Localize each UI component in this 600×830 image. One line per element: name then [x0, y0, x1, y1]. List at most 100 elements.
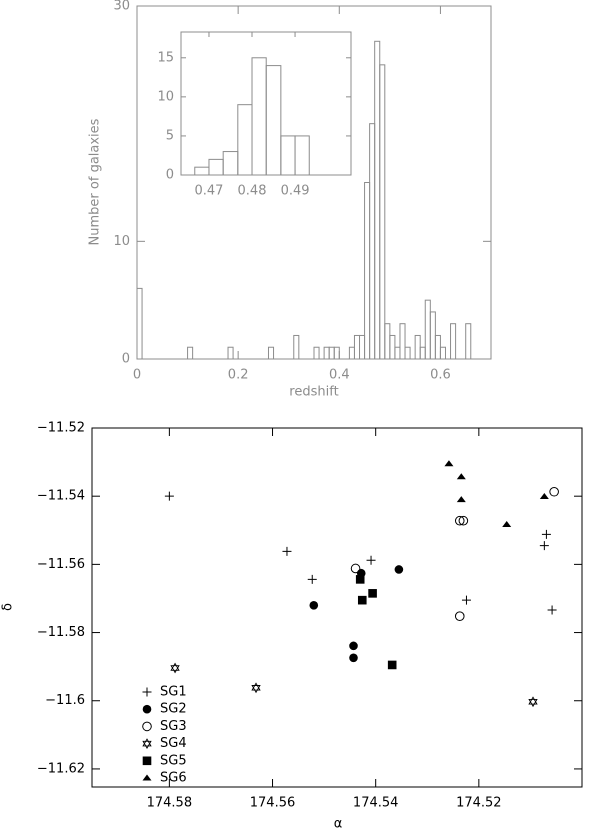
histogram-bar [293, 334, 300, 360]
y-tick-label: −11.62 [37, 761, 85, 776]
data-point [456, 473, 466, 480]
data-point [309, 600, 319, 610]
histogram-bar [187, 346, 194, 360]
x-tick-label: 0.4 [329, 368, 350, 383]
data-point [458, 515, 469, 526]
histogram-bar [280, 135, 296, 176]
legend-label: SG1 [160, 685, 187, 700]
y-tick-label: −11.6 [45, 693, 85, 708]
histogram-bar [424, 299, 431, 360]
histogram-bar [399, 323, 406, 360]
histogram-bar [374, 40, 381, 360]
histogram-bar [364, 182, 371, 360]
histogram-bar [194, 166, 210, 176]
plot-frame [91, 427, 583, 788]
x-tick-label: 0.48 [238, 184, 267, 199]
histogram-bar [353, 334, 361, 360]
data-point [454, 611, 465, 621]
histogram-bar [404, 346, 411, 360]
data-point [456, 496, 466, 503]
data-point [528, 696, 538, 708]
data-point [164, 491, 174, 501]
histogram-bar [251, 57, 267, 176]
histogram-bar [419, 346, 426, 360]
legend-label: SG5 [160, 753, 187, 768]
histogram-bar [389, 334, 396, 360]
histogram-bar [294, 135, 310, 176]
histogram-bar [439, 346, 446, 360]
histogram-bar [323, 346, 330, 360]
y-tick-label: 10 [113, 234, 130, 249]
histogram-bar [237, 104, 253, 176]
data-point [357, 595, 367, 605]
x-tick-label: 174.52 [456, 796, 502, 811]
y-tick-label: −11.52 [37, 421, 85, 436]
y-tick-label: 10 [157, 89, 174, 104]
y-axis-label: δ [1, 603, 16, 611]
histogram-bar [379, 64, 386, 360]
y-tick-label: 0 [166, 168, 174, 183]
histogram-bar [429, 311, 436, 360]
legend-label: SG2 [160, 702, 187, 717]
x-axis-label: redshift [289, 385, 338, 400]
legend-marker [142, 687, 152, 697]
data-point [547, 605, 557, 615]
y-tick-label: 5 [166, 128, 174, 143]
legend-label: SG6 [160, 771, 187, 786]
histogram-bar [333, 346, 340, 360]
histogram-bar [328, 346, 335, 360]
histogram-bar [267, 346, 275, 360]
data-point [349, 653, 358, 663]
data-point [539, 541, 549, 551]
x-axis-label: α [334, 817, 343, 830]
plot-frame [136, 5, 492, 360]
y-axis-label: Number of galaxies [88, 118, 103, 245]
histogram-bar [265, 65, 282, 176]
x-tick-label: 0 [133, 368, 141, 383]
histogram-bar [222, 151, 239, 176]
histogram-bar [369, 123, 376, 360]
y-tick-label: −11.56 [37, 557, 85, 572]
data-point [350, 563, 361, 574]
data-point [170, 662, 180, 674]
data-point [387, 660, 397, 670]
histogram-bar [394, 346, 401, 360]
histogram-bar [208, 158, 224, 176]
data-point [282, 546, 292, 556]
data-point [307, 574, 317, 584]
histogram-bar [384, 323, 391, 360]
data-point [461, 595, 471, 605]
data-point [454, 515, 465, 526]
legend-label: SG3 [160, 719, 187, 734]
x-tick-label: 0.49 [281, 184, 310, 199]
legend-marker [142, 756, 152, 766]
data-point [251, 682, 261, 694]
x-tick-label: 0.6 [430, 368, 451, 383]
legend-marker [142, 774, 152, 781]
legend-label: SG4 [160, 736, 187, 751]
y-tick-label: −11.54 [37, 489, 85, 504]
data-point [394, 565, 404, 574]
data-point [366, 555, 376, 565]
legend-marker [142, 721, 152, 732]
data-point [444, 460, 454, 467]
histogram-bar [359, 334, 366, 360]
histogram-bar [465, 323, 472, 360]
data-point [539, 493, 549, 500]
y-tick-label: 15 [157, 50, 174, 65]
legend-marker [142, 738, 152, 750]
legend-marker [142, 704, 152, 714]
data-point [355, 575, 365, 584]
x-tick-label: 0.47 [194, 184, 223, 199]
histogram-bar [450, 323, 457, 360]
histogram-bar [348, 346, 355, 360]
histogram-bar [227, 346, 234, 360]
data-point [549, 486, 559, 497]
y-tick-label: 0 [122, 352, 130, 367]
y-tick-label: 30 [113, 0, 130, 14]
histogram-bar [313, 346, 320, 360]
data-point [368, 589, 377, 598]
data-point [349, 641, 358, 651]
